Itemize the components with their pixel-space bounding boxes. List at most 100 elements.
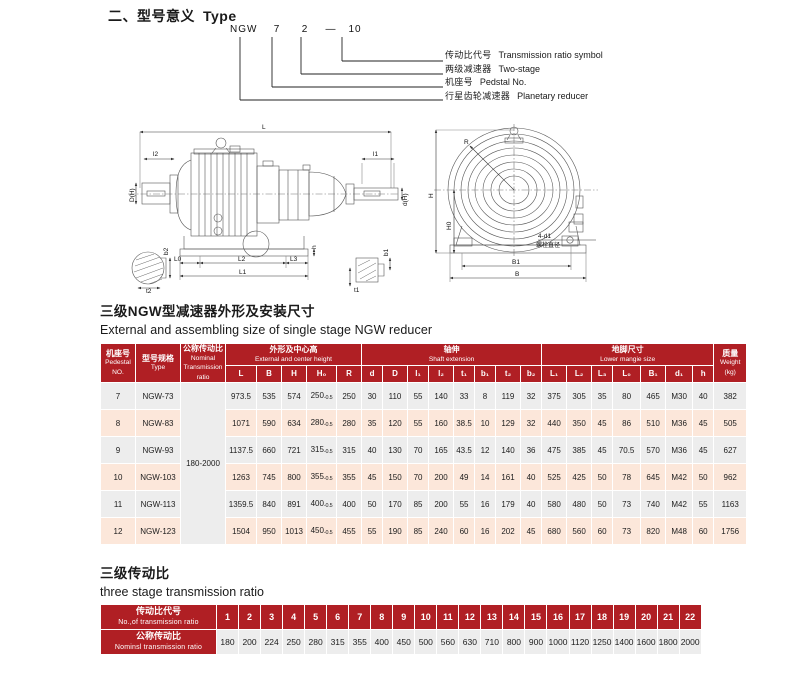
- ratio-no-cell: 16: [546, 604, 570, 630]
- cell-L1: 375: [541, 382, 568, 410]
- cell-weight: 505: [713, 409, 748, 437]
- ratio-no-cell: 14: [502, 604, 526, 630]
- ratio-value-cell: 1400: [612, 629, 636, 655]
- sym-B1: B₁: [640, 365, 667, 383]
- sym-t1: t₁: [453, 365, 476, 383]
- ratio-number-row: 传动比代号 No.,of transmission ratio 1 2 3 4 …: [100, 604, 702, 630]
- cell-d1: M42: [665, 490, 694, 518]
- cell-t2: 119: [495, 382, 522, 410]
- dim-label-h: h: [311, 245, 318, 249]
- ratio-no-cell: 19: [612, 604, 636, 630]
- cell-b1: 14: [474, 463, 497, 491]
- ratio-no-cell: 2: [238, 604, 262, 630]
- ratio-row-label-no: 传动比代号 No.,of transmission ratio: [100, 604, 217, 630]
- ratio-no-cell: 22: [678, 604, 702, 630]
- cell-H0-tolerance: -0.5: [323, 422, 333, 428]
- ratio-value-cell: 200: [238, 629, 262, 655]
- table-row: 7 NGW-73 180-2000 973.5 535 574 250-0.5 …: [100, 382, 748, 545]
- reducer-drawing-svg: L l2 l1 D(H) d(H) L0 L2 L3 L1 b2 t2 b1 t…: [128, 124, 598, 295]
- cell-L0: 73: [612, 517, 642, 545]
- cell-L3: 45: [591, 409, 614, 437]
- cell-H0: 400-0.5: [306, 490, 337, 518]
- col-weight: 质量 Weight (kg): [713, 343, 748, 383]
- cell-L: 1263: [225, 463, 257, 491]
- cell-L1: 580: [541, 490, 568, 518]
- cell-L1: 440: [541, 409, 568, 437]
- col-type-cn: 型号规格: [142, 353, 174, 363]
- col-weight-en: Weight: [720, 359, 741, 367]
- ratio-value-cell: 250: [282, 629, 306, 655]
- ratio-value-cell: 2000: [678, 629, 702, 655]
- cell-L: 1071: [225, 409, 257, 437]
- col-group-lower: 地脚尺寸 Lower mangie size: [541, 343, 715, 366]
- cell-h: 55: [692, 490, 715, 518]
- cell-pedestal: 11: [100, 490, 136, 518]
- type-code-prefix: NGW: [230, 24, 258, 35]
- cell-L0: 73: [612, 490, 642, 518]
- cell-L2: 350: [566, 409, 593, 437]
- ratio-no-cell: 18: [590, 604, 614, 630]
- table-row: 9 NGW-93 1137.5 660 721 315-0.5 315 40 1…: [100, 436, 748, 464]
- type-code-ratio: 10: [348, 24, 362, 35]
- sym-D: D: [382, 365, 409, 383]
- cell-b1: 10: [474, 409, 497, 437]
- type-code-row: NGW 7 2 — 10: [230, 24, 368, 35]
- cell-L1: 475: [541, 436, 568, 464]
- cell-t1: 55: [453, 490, 476, 518]
- col-type: 型号规格 Type: [135, 343, 181, 383]
- ratio-value-cell: 1000: [546, 629, 570, 655]
- col-lower-cn: 地脚尺寸: [611, 345, 644, 354]
- cell-type: NGW-93: [135, 436, 181, 464]
- ratio-value-cell: 630: [458, 629, 482, 655]
- side-elevation: [128, 130, 404, 290]
- cell-H: 721: [281, 436, 307, 464]
- cell-H0-tolerance: -0.5: [323, 530, 333, 536]
- cell-L3: 50: [591, 463, 614, 491]
- ratio-table-heading: 三级传动比 three stage transmission ratio: [100, 562, 264, 599]
- section-type-heading: 二、型号意义 Type: [108, 6, 237, 26]
- cell-pedestal: 12: [100, 517, 136, 545]
- ratio-table-heading-cn: 三级传动比: [100, 566, 170, 581]
- cell-b2: 40: [520, 463, 543, 491]
- col-shaft-cn: 轴伸: [443, 345, 460, 354]
- sym-L: L: [225, 365, 257, 383]
- type-designation-diagram: NGW 7 2 — 10: [230, 24, 650, 112]
- cell-B: 840: [256, 490, 282, 518]
- cell-l1: 55: [407, 382, 430, 410]
- ratio-no-cell: 8: [370, 604, 394, 630]
- cell-ratio: 180-2000: [180, 382, 226, 545]
- ratio-value-cell: 315: [326, 629, 350, 655]
- sym-d: d: [361, 365, 384, 383]
- cell-t2: 202: [495, 517, 522, 545]
- sym-H0: H₀: [306, 365, 337, 383]
- sym-l2: l₂: [428, 365, 455, 383]
- dim-label-B: B: [515, 271, 519, 278]
- sym-R: R: [335, 365, 363, 383]
- dim-label-l2: l2: [153, 151, 158, 158]
- dim-label-l1: l1: [373, 151, 378, 158]
- cell-H: 800: [281, 463, 307, 491]
- sym-b2: b₂: [520, 365, 543, 383]
- col-lower-en: Lower mangie size: [600, 355, 656, 363]
- cell-H0-value: 450: [310, 526, 324, 535]
- cell-L1: 680: [541, 517, 568, 545]
- cell-weight: 627: [713, 436, 748, 464]
- legend-label-cn: 机座号: [445, 77, 473, 87]
- col-pedestal: 机座号 Pedestal NO.: [100, 343, 136, 383]
- cell-L3: 60: [591, 517, 614, 545]
- ratio-no-cell: 3: [260, 604, 284, 630]
- ratio-no-cell: 7: [348, 604, 372, 630]
- cell-d1: M48: [665, 517, 694, 545]
- cell-H0-tolerance: -0.5: [323, 476, 333, 482]
- ratio-value-cell: 400: [370, 629, 394, 655]
- ratio-value-cell: 1120: [568, 629, 592, 655]
- section-type-heading-en: Type: [203, 8, 237, 24]
- ratio-no-cell: 12: [458, 604, 482, 630]
- cell-H0-value: 250: [310, 391, 324, 400]
- cell-d: 55: [361, 517, 384, 545]
- legend-label-cn: 行星齿轮减速器: [445, 90, 511, 101]
- legend-item: 两级减速器 Two-stage: [445, 63, 603, 77]
- dims-table-symbol-header-row: L B H H₀ R d D l₁ l₂ t₁ b₁ t₂ b₂ L₁ L₂ L…: [101, 365, 747, 383]
- ratio-table-heading-en: three stage transmission ratio: [100, 585, 264, 599]
